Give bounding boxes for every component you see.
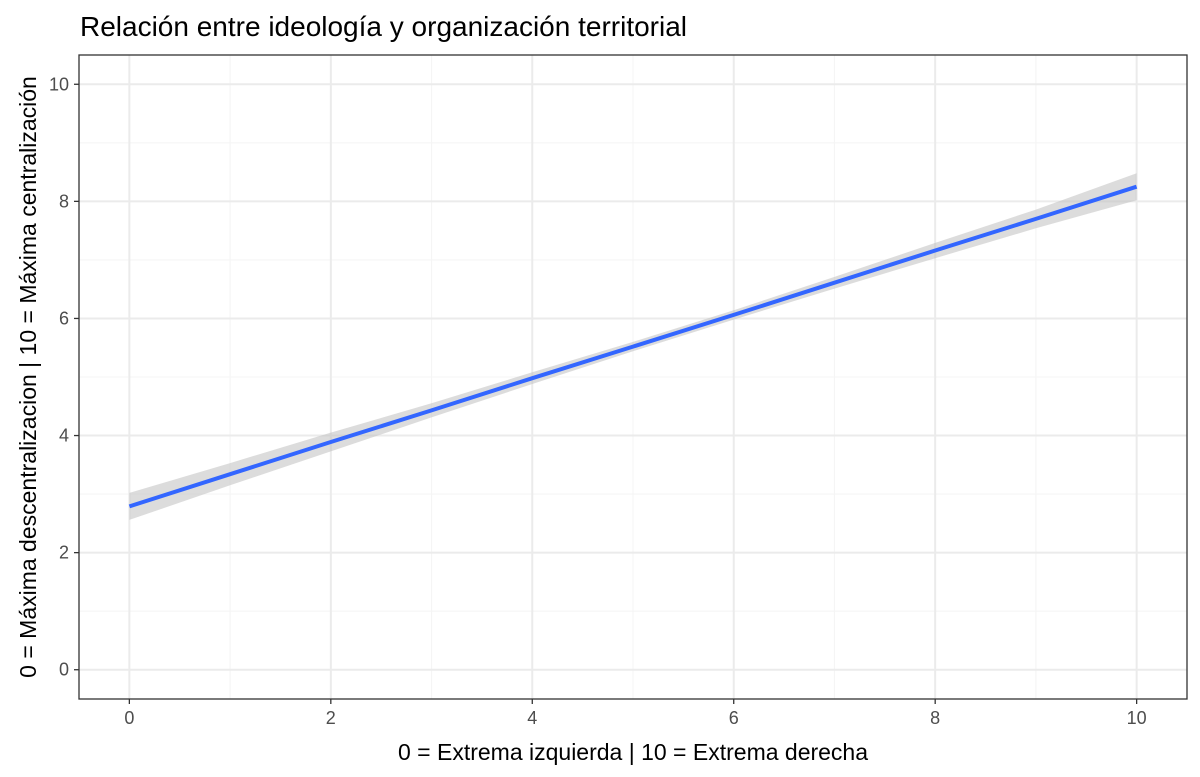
x-tick-label: 8 (930, 708, 940, 728)
x-tick-label: 10 (1127, 708, 1147, 728)
x-tick-label: 0 (124, 708, 134, 728)
y-tick-label: 0 (59, 660, 69, 680)
y-axis-title: 0 = Máxima descentralizacion | 10 = Máxi… (15, 76, 41, 678)
x-tick-label: 6 (729, 708, 739, 728)
x-axis-title: 0 = Extrema izquierda | 10 = Extrema der… (398, 739, 868, 765)
y-tick-label: 4 (59, 426, 69, 446)
y-tick-label: 2 (59, 543, 69, 563)
plot-panel: 0 2 4 6 8 10 0 2 4 6 8 10 (49, 54, 1188, 728)
x-tick-label: 4 (527, 708, 537, 728)
regression-line (128, 184, 1138, 509)
y-tick-label: 10 (49, 74, 69, 94)
x-tick-label: 2 (326, 708, 336, 728)
y-tick-label: 6 (59, 308, 69, 328)
y-tick-label: 8 (59, 191, 69, 211)
panel-border (78, 54, 1188, 700)
chart-title: Relación entre ideología y organización … (80, 11, 687, 42)
